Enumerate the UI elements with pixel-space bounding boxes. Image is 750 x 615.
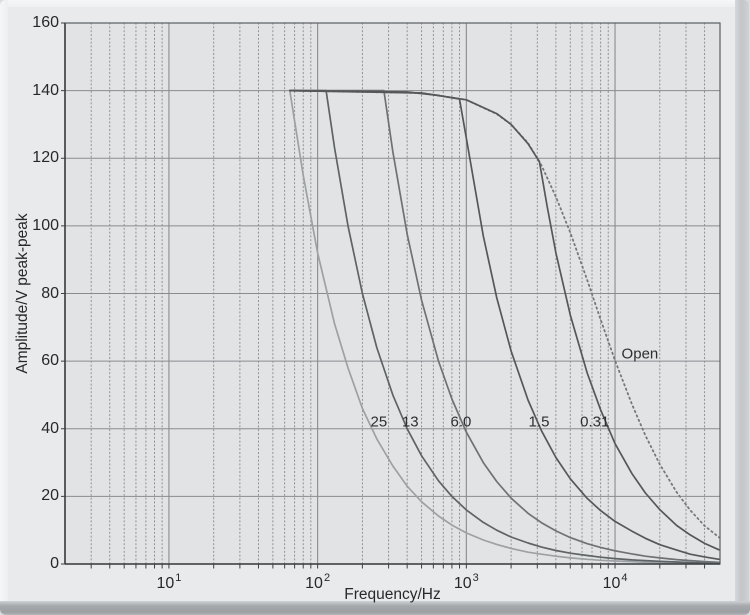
y-tick-label: 120 — [32, 149, 59, 167]
y-tick-label: 100 — [32, 216, 59, 234]
x-tick-label: 101 — [156, 572, 182, 592]
x-tick-label: 104 — [602, 572, 628, 592]
data-curves — [288, 89, 720, 564]
curve-label-25: 25 — [370, 413, 388, 431]
panel-bevel-bottom — [0, 601, 750, 615]
y-tick-label: 40 — [41, 419, 59, 437]
y-tick-label: 140 — [32, 81, 59, 99]
y-tick-label: 160 — [32, 14, 59, 31]
curve-load-13 — [288, 89, 720, 564]
x-tick-label: 103 — [453, 572, 479, 592]
curve-label-6-0: 6.0 — [450, 413, 472, 431]
curve-open-load — [288, 89, 720, 539]
curve-label-open: Open — [621, 345, 659, 363]
curve-label-1-5: 1.5 — [528, 413, 550, 431]
curve-load-1-5 — [288, 89, 720, 561]
panel-bevel-top — [0, 0, 750, 7]
y-tick-label: 80 — [41, 284, 59, 302]
curve-label-0-31: 0.31 — [580, 413, 610, 431]
curve-load-6-0 — [288, 89, 720, 564]
panel-bevel-right — [735, 0, 750, 615]
curve-label-13: 13 — [401, 413, 419, 431]
axes-frame — [61, 22, 721, 569]
curve-load-0-31 — [288, 89, 720, 551]
panel-bevel-left — [0, 0, 8, 615]
y-tick-label: 60 — [41, 352, 59, 370]
gridlines — [65, 22, 720, 565]
y-tick-label: 0 — [50, 555, 59, 572]
x-tick-label: 102 — [305, 572, 331, 592]
curve-load-25 — [288, 89, 720, 564]
y-tick-label: 20 — [41, 487, 59, 505]
x-axis-title: Frequency/Hz — [344, 586, 441, 603]
